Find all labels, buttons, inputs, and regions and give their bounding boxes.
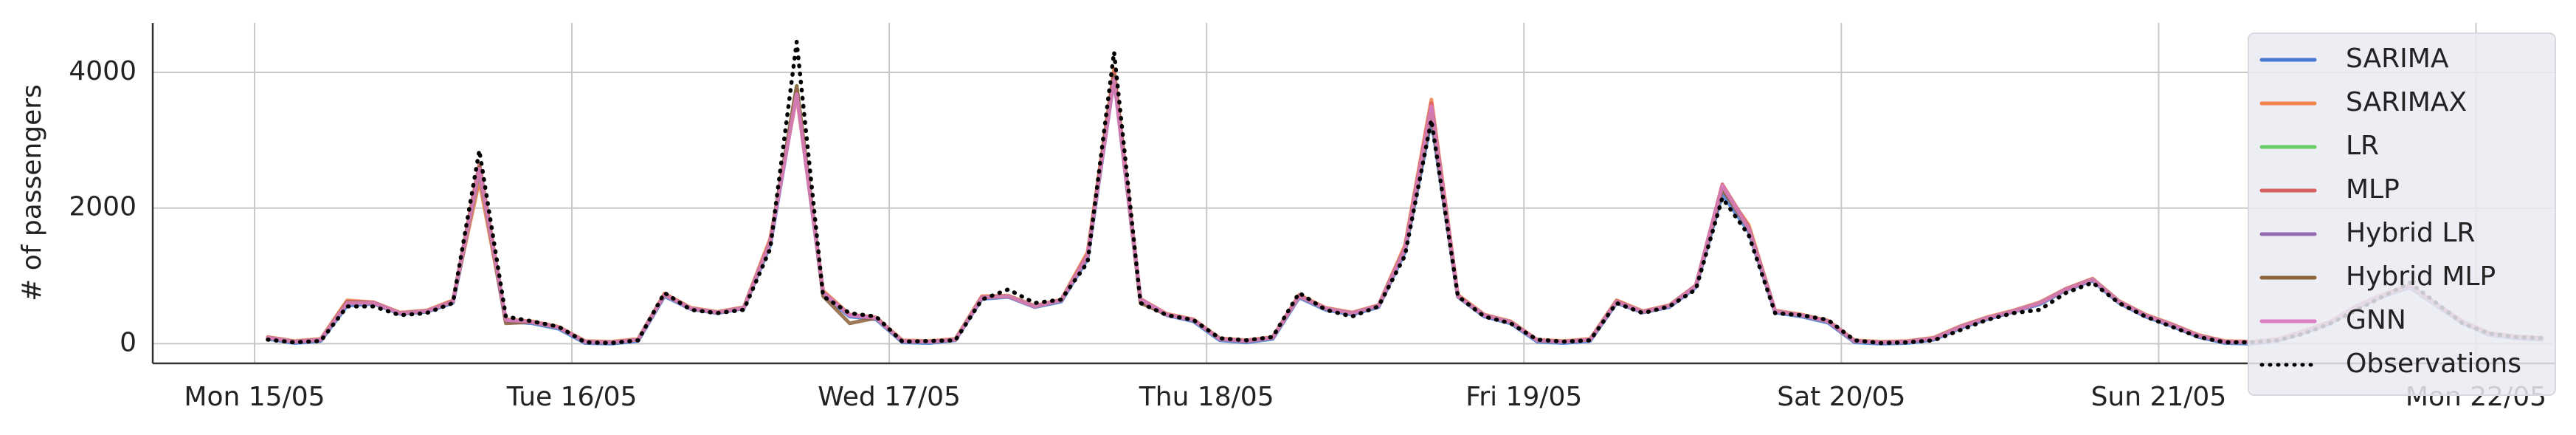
series-line <box>266 66 2544 344</box>
x-tick-label: Mon 15/05 <box>184 382 325 412</box>
legend-label: SARIMAX <box>2346 87 2467 117</box>
legend-label: GNN <box>2346 305 2406 335</box>
y-tick-label: 2000 <box>69 192 137 222</box>
axes: Mon 15/05 Tue 16/05 Wed 17/05 Thu 18/05 Fri … <box>69 23 2555 412</box>
series-line <box>266 74 2544 344</box>
legend: SARIMA SARIMAX LR MLP Hybrid LR Hybrid MLP GNN… <box>2248 32 2556 396</box>
x-tick-label: Wed 17/05 <box>818 382 961 412</box>
x-tick-label: Tue 16/05 <box>506 382 638 412</box>
y-tick-label: 4000 <box>69 56 137 86</box>
x-tick-label: Sat 20/05 <box>1777 382 1905 412</box>
legend-label: SARIMA <box>2346 44 2449 74</box>
y-tick-label: 0 <box>120 327 137 357</box>
legend-label: Hybrid MLP <box>2346 261 2496 292</box>
grid <box>153 23 2555 363</box>
series-line <box>266 77 2544 346</box>
x-tick-label: Sun 21/05 <box>2091 382 2227 412</box>
series-line <box>266 74 2544 344</box>
y-axis-label: # of passengers <box>17 84 47 301</box>
x-tick-label: Fri 19/05 <box>1465 382 1582 412</box>
series-line <box>266 39 2544 346</box>
x-tick-label: Thu 18/05 <box>1139 382 1274 412</box>
series-line <box>266 74 2544 344</box>
legend-label: MLP <box>2346 174 2400 205</box>
legend-label: Observations <box>2346 349 2521 379</box>
lines <box>266 39 2544 346</box>
legend-label: LR <box>2346 131 2379 161</box>
series-line <box>266 77 2544 344</box>
legend-box <box>2248 32 2556 396</box>
legend-label: Hybrid LR <box>2346 218 2475 248</box>
